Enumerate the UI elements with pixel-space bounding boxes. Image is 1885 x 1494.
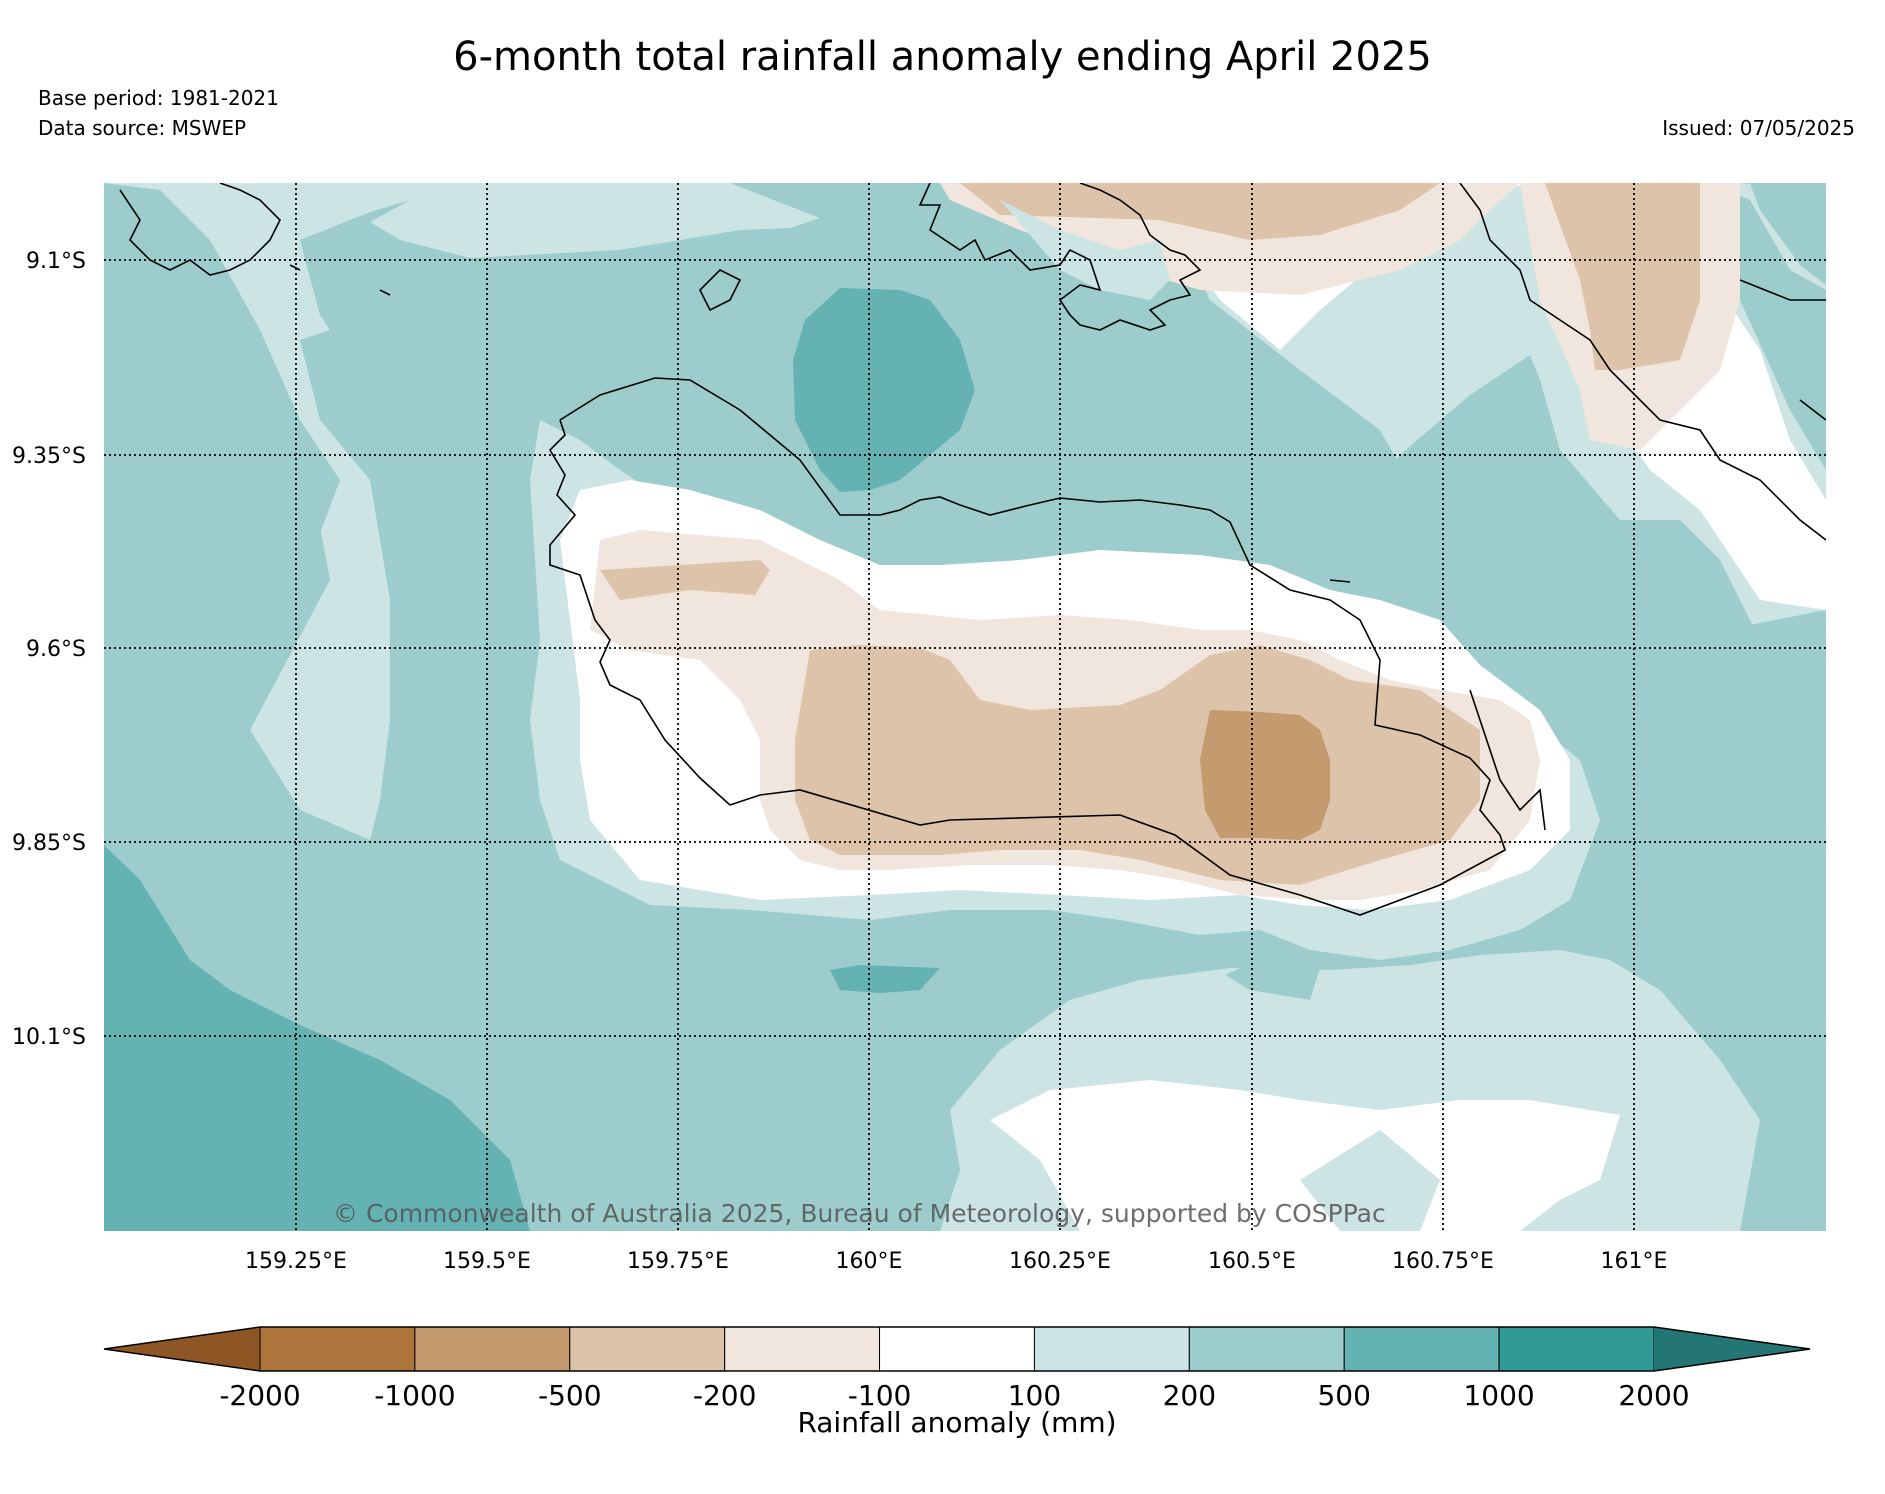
contour-band-neg500-neg200 <box>600 560 770 600</box>
colorbar-tick-label: 2000 <box>1618 1379 1689 1412</box>
lat-label: 9.1°S <box>26 249 86 274</box>
base-period-text: Base period: 1981-2021 <box>38 86 279 110</box>
colorbar-tick-label: -1000 <box>374 1379 455 1412</box>
colorbar-cell <box>1498 1326 1655 1372</box>
colorbar-cell <box>879 1326 1035 1372</box>
contour-band-neg1000-neg500 <box>1200 710 1330 840</box>
data-source-text: Data source: MSWEP <box>38 116 247 140</box>
colorbar-label: Rainfall anomaly (mm) <box>797 1406 1116 1439</box>
contour-band-neg500-neg200 <box>960 183 1440 240</box>
colorbar-tick-label: 500 <box>1317 1379 1370 1412</box>
contour-band-100-200 <box>1300 1130 1440 1231</box>
colorbar-tick-label: 100 <box>1008 1379 1061 1412</box>
colorbar-tick-label: 1000 <box>1463 1379 1534 1412</box>
colorbar-cell <box>1343 1326 1500 1372</box>
longitude-labels: 159.25°E 159.5°E 159.75°E 160°E 160.25°E… <box>245 1249 1667 1274</box>
contour-band-200-500 <box>1310 355 1826 1231</box>
lon-label: 159.25°E <box>245 1249 347 1274</box>
colorbar-tick-label: -2000 <box>219 1379 300 1412</box>
graticule-grid <box>104 183 1826 1231</box>
lat-label: 10.1°S <box>12 1025 86 1050</box>
contour-band-neg500-neg200 <box>1545 183 1700 370</box>
lat-label: 9.35°S <box>12 444 86 469</box>
issued-date-text: Issued: 07/05/2025 <box>1662 116 1855 140</box>
contour-band-200-500 <box>104 183 370 845</box>
contour-band-500-1000 <box>830 965 940 993</box>
contour-fields <box>104 183 1826 1231</box>
contour-band-500-1000 <box>104 845 530 1231</box>
colorbar-cell <box>724 1326 881 1372</box>
contour-band-200-500 <box>1225 968 1320 1000</box>
lat-label: 9.6°S <box>26 637 86 662</box>
lon-label: 160°E <box>836 1249 903 1274</box>
coastline-lines <box>119 183 1826 916</box>
lon-label: 161°E <box>1601 1249 1668 1274</box>
latitude-labels: 9.1°S 9.35°S 9.6°S 9.85°S 10.1°S <box>12 249 86 1050</box>
colorbar-tick-label: 200 <box>1163 1379 1216 1412</box>
copyright-text: © Commonwealth of Australia 2025, Bureau… <box>333 1199 1386 1228</box>
lon-label: 159.75°E <box>627 1249 729 1274</box>
colorbar-cell <box>1033 1326 1190 1372</box>
colorbar: -2000 -1000 -500 -200 -100 100 200 500 1000 2000 … <box>103 1326 1811 1439</box>
colorbar-cell <box>1188 1326 1345 1372</box>
contour-band-100-200 <box>1000 200 1170 300</box>
colorbar-left-extension <box>104 1327 260 1371</box>
contour-band-500-1000 <box>793 288 975 492</box>
lon-label: 160.75°E <box>1392 1249 1494 1274</box>
colorbar-tick-label: -100 <box>848 1379 912 1412</box>
lat-label: 9.85°S <box>12 831 86 856</box>
colorbar-tick-label: -200 <box>693 1379 757 1412</box>
lon-label: 160.25°E <box>1009 1249 1111 1274</box>
contour-band-neg100-100 <box>990 1080 1620 1231</box>
contour-band-100-200 <box>104 183 820 840</box>
contour-band-200-500 <box>1750 183 1826 285</box>
colorbar-right-extension <box>1654 1327 1810 1371</box>
lon-label: 160.5°E <box>1208 1249 1296 1274</box>
colorbar-tick-label: -500 <box>538 1379 602 1412</box>
lon-label: 159.5°E <box>443 1249 531 1274</box>
colorbar-cell <box>569 1326 726 1372</box>
colorbar-cell <box>414 1326 571 1372</box>
map-title: 6-month total rainfall anomaly ending Ap… <box>453 34 1432 80</box>
colorbar-cell <box>259 1326 416 1372</box>
